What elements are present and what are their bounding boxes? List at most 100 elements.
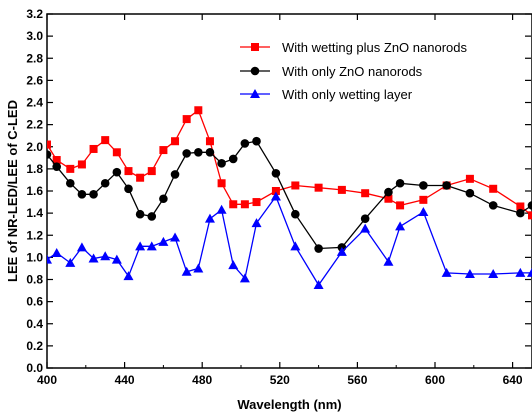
data-point: [465, 188, 475, 198]
data-point: [124, 167, 133, 176]
data-point: [360, 223, 371, 233]
data-point: [270, 191, 281, 201]
data-point: [194, 147, 203, 157]
x-tick-label: 640: [503, 373, 523, 387]
data-point: [291, 209, 300, 219]
data-point: [100, 251, 111, 261]
data-point: [135, 241, 146, 251]
data-point: [314, 244, 323, 253]
data-point: [147, 167, 156, 176]
y-tick-label: 1.2: [26, 228, 43, 242]
data-point: [419, 195, 428, 204]
data-point: [159, 146, 168, 155]
data-point: [52, 156, 61, 165]
y-tick-label: 2.8: [26, 51, 43, 65]
y-tick-label: 0.0: [26, 361, 43, 375]
data-point: [77, 160, 86, 169]
data-point: [182, 115, 191, 124]
y-tick-label: 3.2: [26, 7, 43, 21]
data-point: [271, 187, 280, 195]
x-tick-label: 440: [115, 373, 135, 387]
data-point: [51, 247, 62, 257]
data-point: [464, 268, 475, 278]
data-point: [100, 178, 110, 188]
data-point: [47, 254, 52, 264]
data-point: [101, 136, 110, 145]
data-point: [111, 254, 122, 264]
y-tick-label: 0.6: [26, 295, 43, 309]
data-point: [170, 232, 181, 242]
data-point: [528, 211, 532, 220]
data-point: [465, 174, 474, 183]
data-point: [123, 271, 134, 281]
data-point: [384, 194, 393, 203]
data-point: [47, 150, 52, 159]
y-tick-label: 2.6: [26, 73, 43, 87]
data-point: [489, 184, 498, 193]
data-point: [441, 267, 452, 277]
data-point: [251, 43, 259, 51]
data-point: [205, 137, 214, 146]
data-point: [361, 189, 370, 198]
data-point: [228, 260, 239, 270]
x-tick-label: 560: [347, 373, 367, 387]
data-point: [442, 181, 451, 190]
data-point: [193, 263, 204, 273]
legend-label: With only ZnO nanorods: [282, 64, 423, 79]
data-point: [313, 280, 324, 290]
x-axis-title: Wavelength (nm): [237, 397, 341, 412]
data-point: [384, 187, 393, 197]
data-point: [217, 159, 226, 168]
data-point: [65, 257, 76, 267]
data-point: [488, 201, 498, 210]
legend: With wetting plus ZnO nanorods With only …: [240, 40, 467, 102]
y-tick-label: 1.6: [26, 184, 43, 198]
data-point: [337, 185, 346, 194]
data-point: [291, 181, 300, 190]
data-point: [65, 178, 75, 188]
data-point: [171, 137, 180, 146]
data-point: [383, 256, 394, 266]
data-point: [136, 173, 145, 182]
data-point: [216, 204, 227, 214]
series-0: [47, 106, 532, 220]
x-axis: 400 440 480 520 560 600 640: [37, 14, 523, 387]
data-point: [527, 267, 532, 277]
data-point: [52, 162, 61, 171]
data-point: [418, 207, 429, 217]
data-point: [124, 184, 133, 194]
data-point: [146, 241, 157, 251]
data-point: [194, 106, 203, 115]
y-tick-label: 1.8: [26, 162, 43, 176]
data-point: [217, 179, 226, 188]
series-2: [47, 191, 532, 290]
x-tick-label: 480: [192, 373, 212, 387]
legend-item: With only wetting layer: [240, 87, 413, 102]
data-point: [419, 181, 428, 190]
data-point: [158, 236, 169, 246]
data-point: [240, 200, 249, 209]
data-point: [135, 209, 145, 219]
y-axis-title: LEE of NR-LED/LEE of C-LED: [5, 100, 20, 282]
data-point: [252, 136, 261, 146]
y-tick-label: 0.8: [26, 273, 43, 287]
data-point: [395, 221, 406, 231]
data-point: [396, 201, 405, 210]
data-point: [66, 164, 75, 173]
y-tick-label: 1.0: [26, 250, 43, 264]
data-point: [240, 139, 250, 148]
y-tick-label: 2.2: [26, 118, 43, 132]
data-point: [516, 208, 525, 218]
legend-item: With only ZnO nanorods: [240, 64, 423, 79]
data-point: [527, 201, 532, 210]
data-point: [336, 246, 347, 256]
series-1: [47, 136, 532, 253]
y-tick-label: 2.4: [26, 96, 43, 110]
y-tick-label: 0.2: [26, 339, 43, 353]
data-point: [250, 66, 260, 76]
series-line: [47, 195, 532, 287]
series-line: [47, 109, 532, 216]
data-point: [515, 267, 526, 277]
y-tick-label: 3.0: [26, 29, 43, 43]
data-point: [250, 89, 260, 98]
